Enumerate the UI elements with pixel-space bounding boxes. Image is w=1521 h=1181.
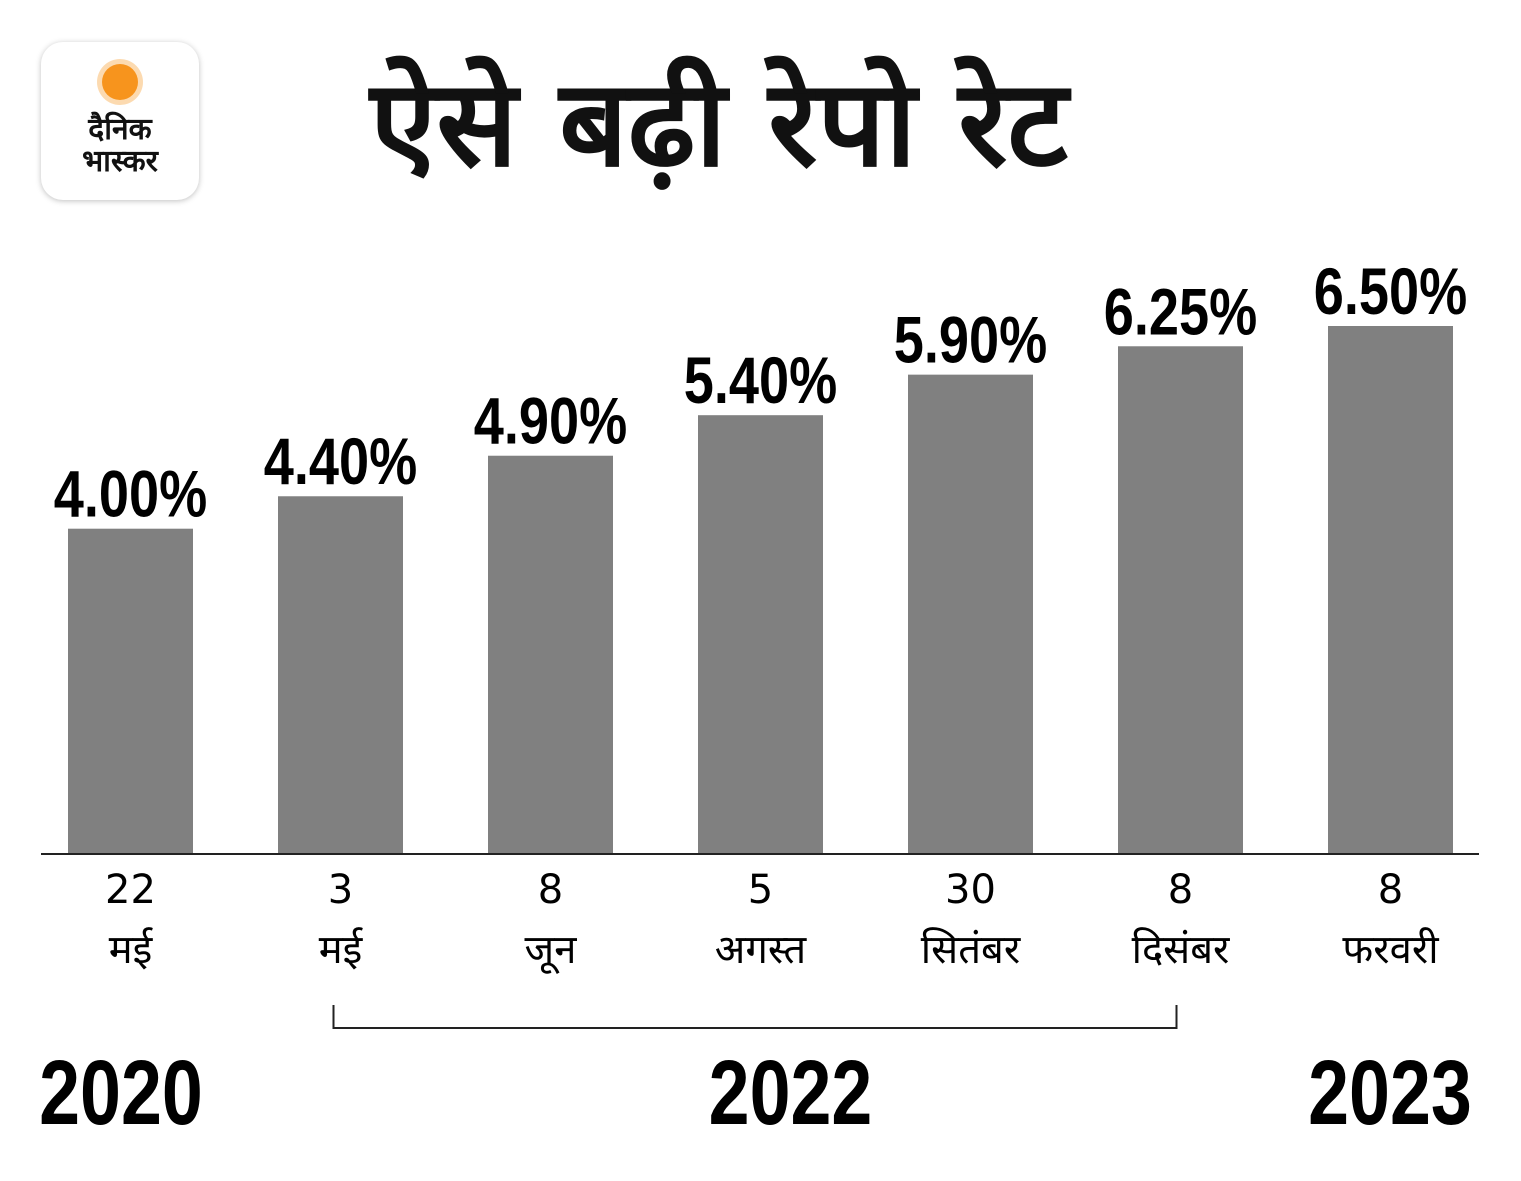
bar xyxy=(908,374,1033,853)
year-label: 2020 xyxy=(39,1041,203,1144)
data-label: 4.90% xyxy=(474,384,627,458)
x-tick-day: 8 xyxy=(538,867,563,913)
x-tick-month: मई xyxy=(319,927,364,973)
data-label: 4.40% xyxy=(264,424,417,498)
year-label: 2022 xyxy=(709,1041,873,1144)
logo-line1: दैनिक xyxy=(88,112,152,147)
sun-icon xyxy=(102,64,138,100)
chart-title: ऐसे बढ़ी रेपो रेट xyxy=(370,55,1068,194)
data-label: 6.50% xyxy=(1314,254,1467,328)
data-label: 4.00% xyxy=(54,457,207,531)
x-tick-day: 22 xyxy=(105,867,156,913)
bar xyxy=(68,528,193,853)
bar xyxy=(1118,346,1243,853)
bar xyxy=(698,415,823,853)
data-label: 5.90% xyxy=(894,303,1047,377)
bar xyxy=(278,496,403,853)
logo-line2: भास्कर xyxy=(82,144,158,179)
bar xyxy=(488,455,613,853)
x-tick-month: दिसंबर xyxy=(1132,927,1230,973)
year-bracket xyxy=(332,1005,1178,1029)
dainik-bhaskar-logo: दैनिक भास्कर xyxy=(41,42,199,200)
year-label: 2023 xyxy=(1308,1041,1472,1144)
x-tick-month: जून xyxy=(525,927,578,974)
x-tick-month: अगस्त xyxy=(715,927,808,973)
x-tick-month: मई xyxy=(109,927,154,973)
x-tick-day: 3 xyxy=(328,867,353,913)
x-tick-day: 30 xyxy=(945,867,996,913)
data-label: 6.25% xyxy=(1104,274,1257,348)
x-tick-day: 8 xyxy=(1378,867,1403,913)
data-label: 5.40% xyxy=(684,343,837,417)
x-tick-day: 8 xyxy=(1168,867,1193,913)
x-tick-month: फरवरी xyxy=(1342,927,1439,973)
x-tick-day: 5 xyxy=(748,867,773,913)
bar xyxy=(1328,326,1453,853)
x-tick-month: सितंबर xyxy=(921,927,1021,973)
